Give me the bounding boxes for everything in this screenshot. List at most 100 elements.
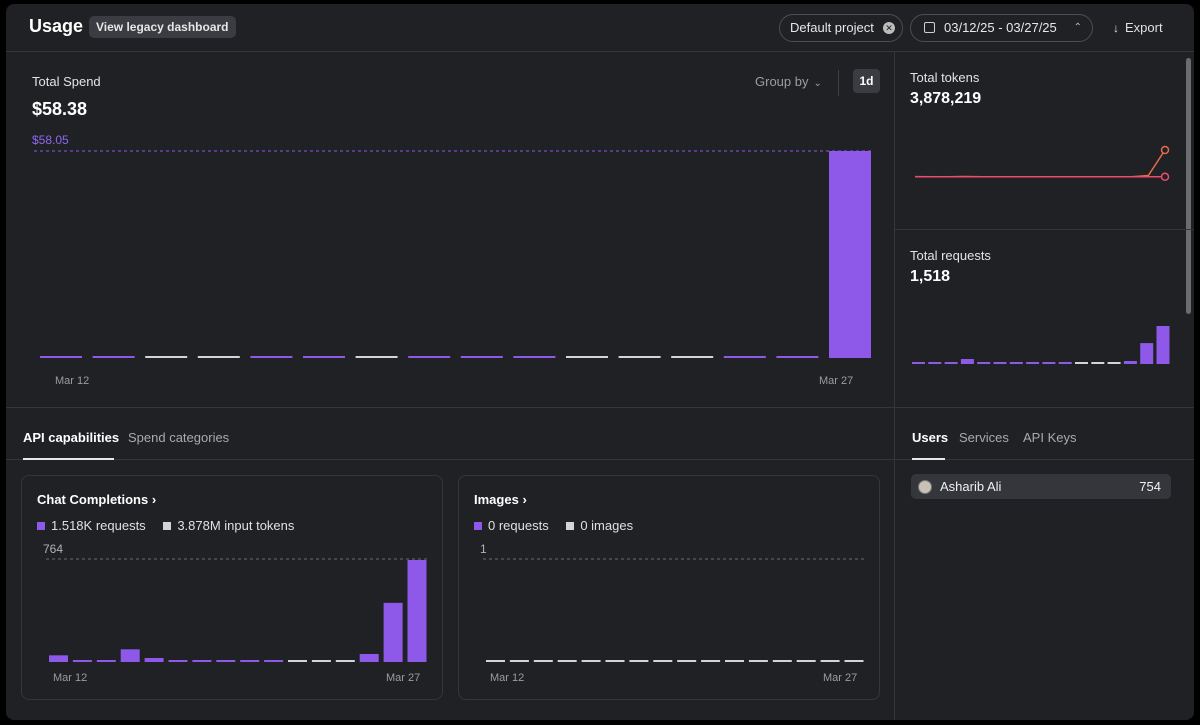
images-bar-12[interactable] — [772, 660, 792, 662]
images-bar-2[interactable] — [533, 660, 553, 662]
images-link[interactable]: Images › — [474, 492, 527, 507]
usage-window: Usage View legacy dashboard Default proj… — [6, 4, 1194, 720]
requests-bar-10[interactable] — [1075, 362, 1088, 364]
requests-bar-6[interactable] — [1009, 362, 1023, 364]
images-bar-1[interactable] — [509, 660, 529, 662]
chevron-right-icon: › — [151, 492, 157, 507]
images-bar-8[interactable] — [677, 660, 697, 662]
images-bar-3[interactable] — [557, 660, 577, 662]
requests-bar-15[interactable] — [1156, 326, 1170, 364]
tab-spend-categories[interactable]: Spend categories — [128, 430, 230, 445]
requests-bar-8[interactable] — [1042, 362, 1056, 364]
active-tab-underline — [912, 458, 945, 460]
images-bar-7[interactable] — [653, 660, 673, 662]
chat-bar-4[interactable] — [144, 657, 164, 662]
spend-bar-2[interactable] — [145, 356, 188, 358]
spend-bar-1[interactable] — [92, 356, 135, 358]
user-row[interactable]: Asharib Ali 754 — [911, 474, 1171, 499]
requests-bar-3[interactable] — [960, 359, 974, 364]
images-bar-14[interactable] — [820, 660, 840, 662]
requests-bar-7[interactable] — [1026, 362, 1040, 364]
spend-bar-3[interactable] — [197, 356, 240, 358]
requests-bar-1[interactable] — [928, 362, 942, 364]
chat-bar-10[interactable] — [288, 660, 307, 662]
requests-bar-14[interactable] — [1140, 343, 1154, 364]
spend-bar-11[interactable] — [618, 356, 661, 358]
date-range-picker[interactable]: 03/12/25 - 03/27/25 ⌃ — [910, 14, 1093, 42]
images-bar-5[interactable] — [605, 660, 625, 662]
spend-bar-8[interactable] — [460, 356, 503, 358]
spend-bar-7[interactable] — [408, 356, 451, 358]
images-bar-15[interactable] — [844, 660, 864, 662]
spend-bar-0[interactable] — [40, 356, 82, 358]
legend-tokens: 3.878M input tokens — [177, 518, 295, 533]
chat-bar-2[interactable] — [96, 659, 116, 662]
requests-bar-0[interactable] — [912, 362, 925, 364]
requests-bar-4[interactable] — [977, 362, 991, 364]
images-bar-9[interactable] — [701, 660, 721, 662]
images-bar-10[interactable] — [725, 660, 744, 662]
chat-bar-9[interactable] — [264, 660, 284, 662]
requests-bar-9[interactable] — [1058, 362, 1072, 364]
card-title-text: Chat Completions — [37, 492, 149, 507]
page-title: Usage — [29, 16, 84, 36]
images-card: Images › 0 requests 0 images 1 Mar 12 Ma… — [458, 475, 880, 700]
user-tabs: Users Services API Keys — [895, 408, 1194, 460]
total-tokens-label: Total tokens — [910, 70, 980, 85]
scrollbar[interactable] — [1186, 58, 1191, 314]
tab-services[interactable]: Services — [959, 430, 1009, 445]
chat-bar-0[interactable] — [49, 655, 68, 662]
clear-icon[interactable]: ✕ — [883, 22, 895, 34]
spend-bar-5[interactable] — [303, 356, 345, 358]
spend-bar-12[interactable] — [671, 356, 714, 358]
tab-api-capabilities[interactable]: API capabilities — [23, 430, 120, 445]
images-bar-4[interactable] — [581, 660, 601, 662]
requests-bar-13[interactable] — [1123, 361, 1137, 364]
interval-button[interactable]: 1d — [853, 69, 880, 93]
total-requests-label: Total requests — [910, 248, 991, 263]
chat-bar-15[interactable] — [407, 560, 427, 662]
chat-bar-3[interactable] — [120, 649, 140, 662]
chat-bar-14[interactable] — [383, 602, 403, 662]
chat-bar-8[interactable] — [240, 660, 260, 662]
spend-bar-6[interactable] — [355, 356, 398, 358]
chat-bar-11[interactable] — [311, 660, 331, 662]
tab-api-keys[interactable]: API Keys — [1023, 430, 1077, 445]
requests-chart — [912, 326, 1170, 364]
date-range-label: 03/12/25 - 03/27/25 — [944, 20, 1057, 35]
images-bar-6[interactable] — [629, 660, 649, 662]
requests-bar-12[interactable] — [1107, 362, 1121, 364]
images-bar-0[interactable] — [486, 660, 505, 662]
tokens-endpoint-0[interactable] — [1160, 145, 1170, 155]
group-by-dropdown[interactable]: Group by ⌄ — [755, 74, 822, 89]
project-selector[interactable]: Default project ✕ — [779, 14, 903, 42]
legend-requests: 1.518K requests — [51, 518, 146, 533]
spend-bar-14[interactable] — [776, 356, 819, 358]
divider — [838, 70, 839, 96]
export-button[interactable]: ↓ Export — [1113, 20, 1163, 35]
spend-bar-10[interactable] — [566, 356, 608, 358]
requests-bar-11[interactable] — [1091, 362, 1105, 364]
spend-bar-15[interactable] — [829, 151, 871, 358]
images-bar-11[interactable] — [748, 660, 768, 662]
export-label: Export — [1125, 20, 1163, 35]
chat-bar-5[interactable] — [168, 660, 188, 662]
spend-bar-4[interactable] — [250, 356, 293, 358]
view-legacy-dashboard-button[interactable]: View legacy dashboard — [89, 16, 236, 38]
images-bar-13[interactable] — [796, 660, 816, 662]
images-legend: 0 requests 0 images — [474, 518, 647, 533]
spend-bar-13[interactable] — [723, 356, 766, 358]
chat-bar-12[interactable] — [335, 660, 355, 662]
requests-bar-5[interactable] — [993, 362, 1007, 364]
total-tokens-box: Total tokens 3,878,219 — [895, 52, 1194, 230]
chat-bar-6[interactable] — [192, 660, 212, 662]
spend-bar-9[interactable] — [513, 356, 556, 358]
tokens-line-0 — [914, 149, 1166, 178]
tokens-endpoint-1[interactable] — [1160, 172, 1170, 182]
chat-bar-7[interactable] — [216, 660, 236, 662]
chat-completions-link[interactable]: Chat Completions › — [37, 492, 156, 507]
tab-users[interactable]: Users — [912, 430, 949, 445]
chat-bar-1[interactable] — [72, 660, 92, 662]
chat-bar-13[interactable] — [359, 653, 379, 662]
requests-bar-2[interactable] — [944, 362, 958, 364]
